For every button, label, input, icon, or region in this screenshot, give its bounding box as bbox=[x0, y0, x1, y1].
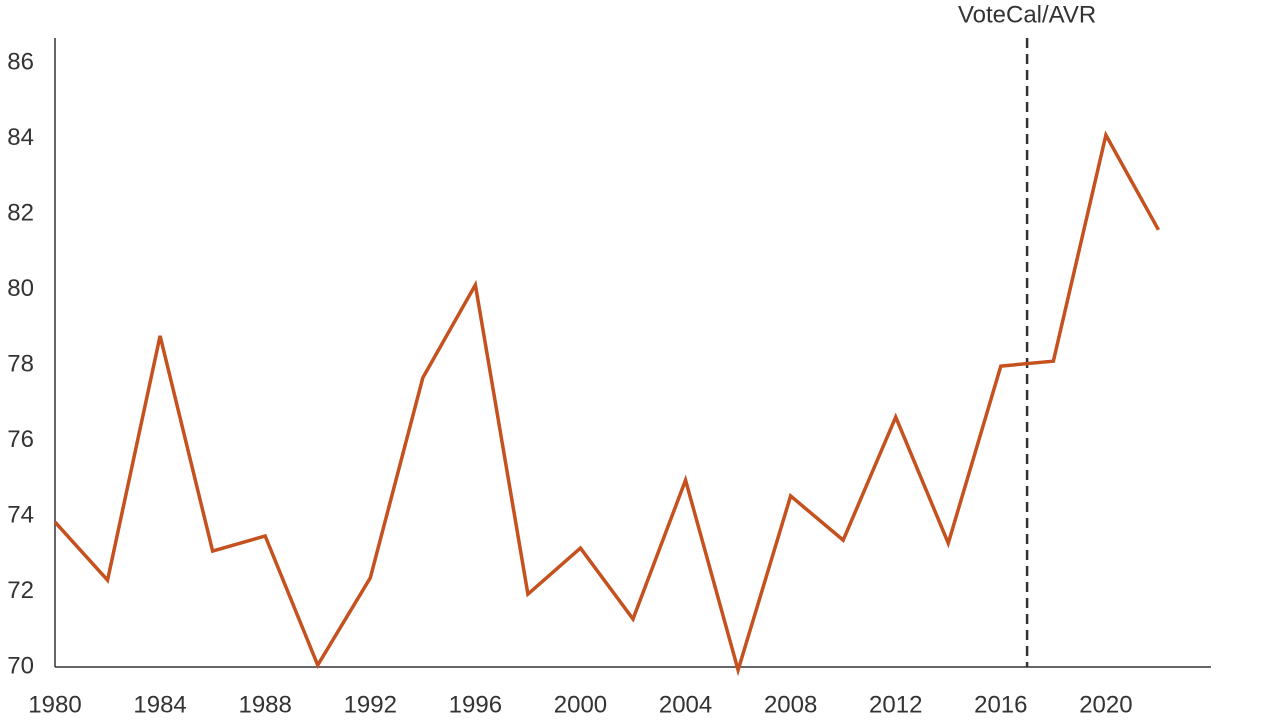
x-tick-label: 2000 bbox=[554, 691, 607, 718]
x-tick-label: 2016 bbox=[974, 691, 1027, 718]
x-tick-label: 1984 bbox=[133, 691, 186, 718]
x-tick-label: 2020 bbox=[1079, 691, 1132, 718]
y-tick-label: 80 bbox=[7, 275, 34, 302]
x-tick-label: 2004 bbox=[659, 691, 712, 718]
y-tick-label: 76 bbox=[7, 426, 34, 453]
data-line bbox=[53, 130, 1160, 677]
x-tick-label: 2012 bbox=[869, 691, 922, 718]
y-tick-label: 72 bbox=[7, 577, 34, 604]
x-tick-label: 1992 bbox=[344, 691, 397, 718]
annotation-label: VoteCal/AVR bbox=[958, 1, 1096, 28]
x-tick-label: 1996 bbox=[449, 691, 502, 718]
y-tick-label: 82 bbox=[7, 199, 34, 226]
y-tick-label: 74 bbox=[7, 501, 34, 528]
y-tick-label: 78 bbox=[7, 350, 34, 377]
y-tick-label: 86 bbox=[7, 48, 34, 75]
y-tick-label: 84 bbox=[7, 124, 34, 151]
x-tick-label: 2008 bbox=[764, 691, 817, 718]
x-tick-label: 1988 bbox=[238, 691, 291, 718]
x-tick-label: 1980 bbox=[28, 691, 81, 718]
y-tick-label: 70 bbox=[7, 652, 34, 679]
